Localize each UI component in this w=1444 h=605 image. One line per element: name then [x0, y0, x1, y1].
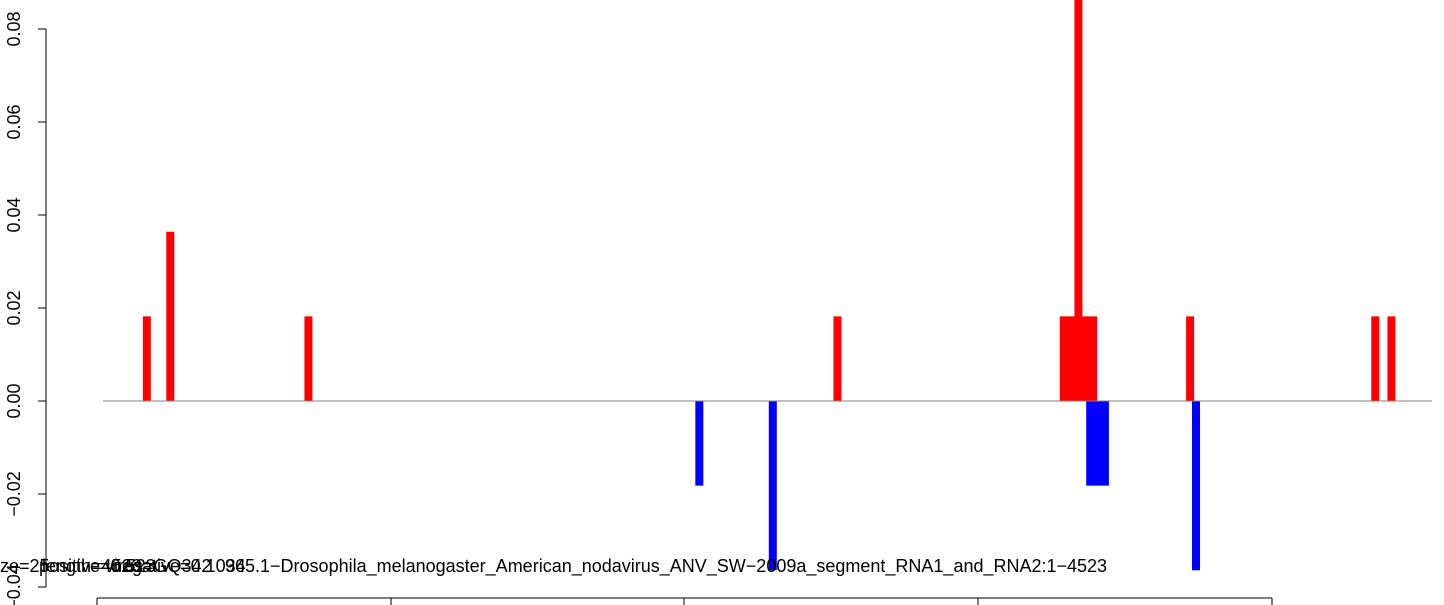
bar	[142, 316, 151, 401]
plot-caption: ze=25 positive=0.523 length=4523 virus=G…	[0, 556, 1107, 577]
y-tick-label: 0.00	[4, 383, 24, 418]
bar	[1371, 316, 1380, 401]
caption-overlap-3: virus=GQ342	[105, 556, 212, 576]
bar	[1089, 316, 1098, 401]
caption-left: ze=25	[0, 556, 50, 576]
y-tick-label: −0.04	[4, 564, 24, 605]
caption-main: 965.1−Drosophila_melanogaster_American_n…	[225, 556, 1107, 577]
y-tick-label: −0.02	[4, 471, 24, 517]
bar	[1387, 316, 1396, 401]
bar	[1081, 316, 1090, 401]
caption-overlap-2: length=4523	[42, 556, 142, 576]
bar	[1086, 401, 1095, 486]
y-tick-label: 0.08	[4, 11, 24, 46]
bar	[1100, 401, 1109, 486]
caption-overlap-1: positive=0.523	[39, 556, 156, 576]
bar	[304, 316, 313, 401]
y-tick-label: 0.04	[4, 197, 24, 232]
caption-overlap-4: negative=0.1034	[112, 556, 246, 576]
bar	[1074, 0, 1083, 401]
bar	[768, 401, 777, 571]
x-axis	[96, 597, 1273, 605]
y-axis: −0.04 −0.02 0.00 0.02 0.04 0.06 0.08	[4, 11, 47, 605]
bar	[1186, 316, 1195, 401]
bar	[166, 231, 175, 401]
bar	[833, 316, 842, 401]
y-tick-label: 0.06	[4, 104, 24, 139]
bar	[1067, 316, 1076, 401]
bar	[695, 401, 704, 486]
bar	[1093, 401, 1102, 486]
bar	[1059, 316, 1068, 401]
bars	[142, 0, 1396, 571]
bar	[1192, 401, 1201, 571]
y-tick-label: 0.02	[4, 290, 24, 325]
